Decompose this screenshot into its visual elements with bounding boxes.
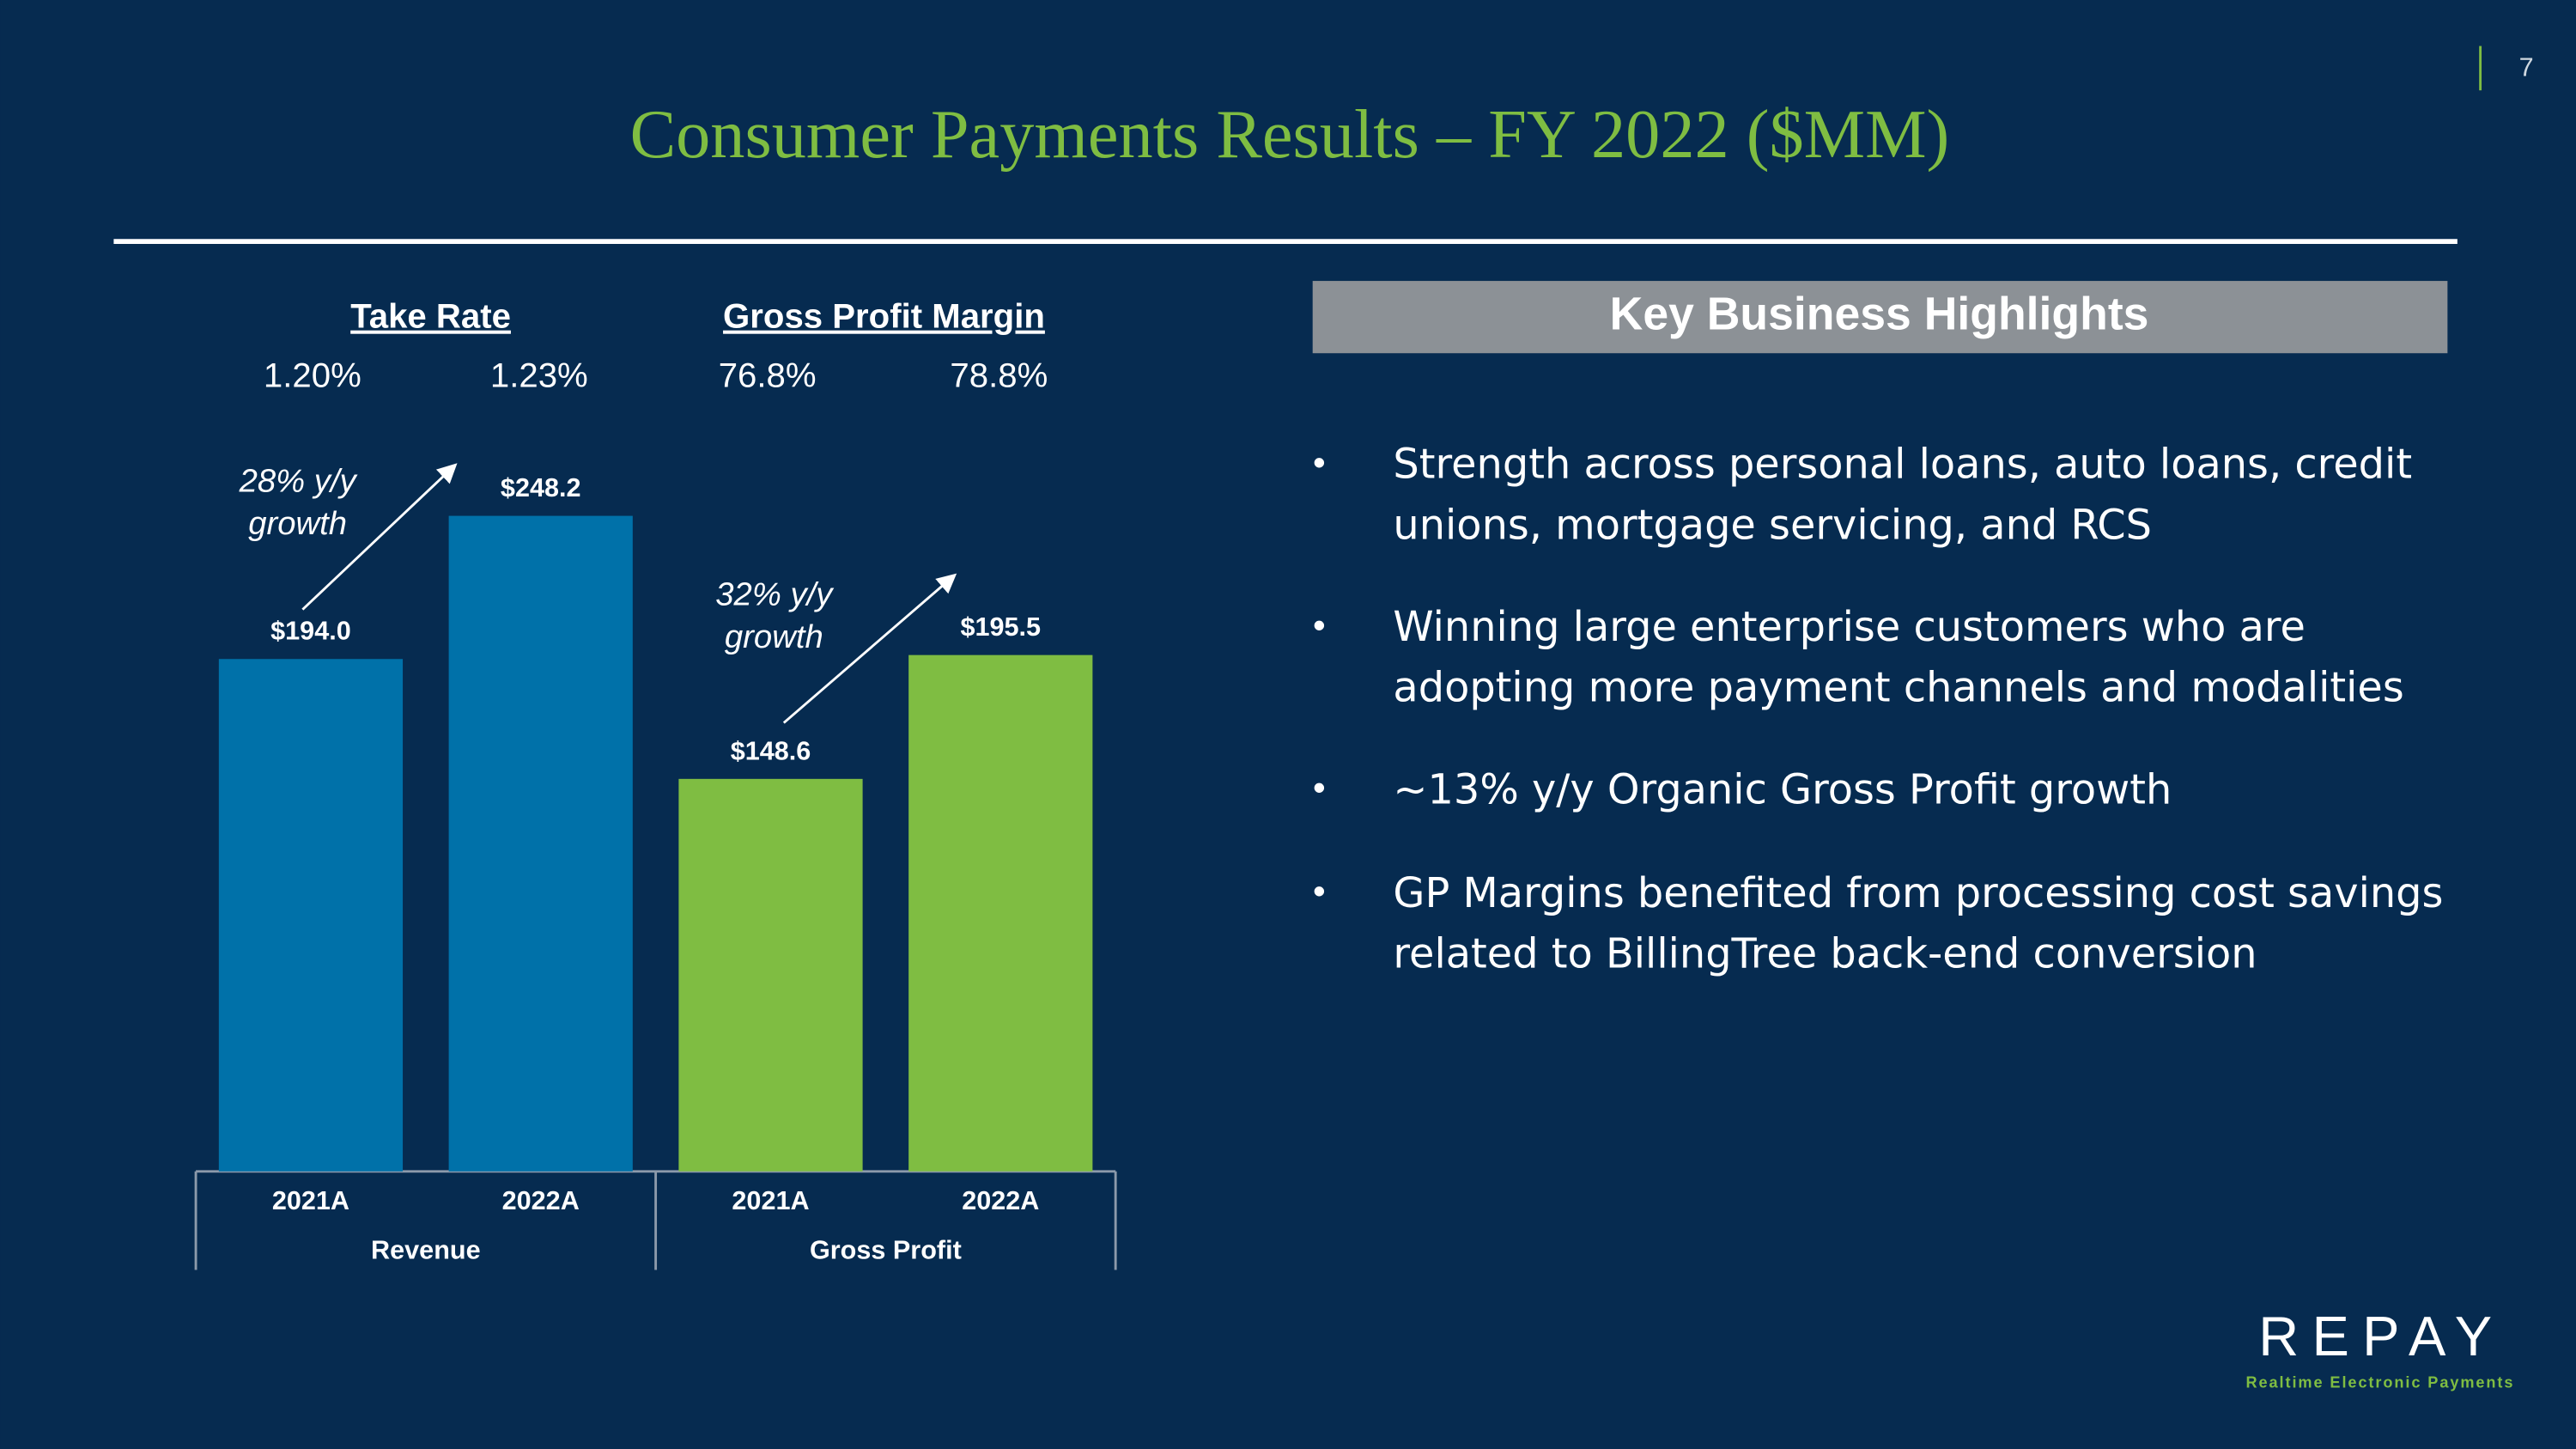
bullet-dot: • — [1313, 605, 1326, 645]
bar — [908, 654, 1093, 1172]
bullet-dot: • — [1313, 871, 1326, 911]
metric-value: 1.20% — [264, 356, 361, 395]
metric-value: 1.23% — [490, 356, 588, 395]
logo-tagline: Realtime Electronic Payments — [2245, 1373, 2514, 1391]
bullet-text: Winning large enterprise customers who a… — [1393, 602, 2404, 712]
growth-arrow — [301, 463, 458, 611]
annotation: growth — [725, 618, 823, 655]
bullet-text: GP Margins benefited from processing cos… — [1393, 868, 2444, 978]
annotation: 28% y/y — [239, 462, 359, 499]
x-tick-label: 2021A — [732, 1186, 809, 1215]
bar — [678, 778, 863, 1172]
logo: REPAY — [2258, 1305, 2505, 1367]
value-label: $194.0 — [270, 617, 351, 646]
annotation: 32% y/y — [715, 575, 835, 612]
value-label: $148.6 — [731, 736, 811, 765]
bullet: Strength across personal loans, auto loa… — [1393, 440, 2413, 549]
value-label: $248.2 — [501, 473, 581, 502]
x-tick-label: 2022A — [502, 1186, 580, 1215]
bullet-text: Strength across personal loans, auto loa… — [1393, 440, 2413, 549]
group-label: Gross Profit — [810, 1236, 962, 1265]
bullet-dot: • — [1313, 767, 1326, 807]
value-label: $195.5 — [960, 612, 1041, 642]
highlights-title: Key Business Highlights — [1610, 289, 2149, 339]
metric-title: Take Rate — [350, 297, 511, 336]
bullet-text: ~13% y/y Organic Gross Profit growth — [1393, 765, 2172, 813]
metric-value: 78.8% — [950, 356, 1048, 395]
bullet: Winning large enterprise customers who a… — [1393, 602, 2404, 712]
bar — [218, 659, 404, 1172]
growth-arrow — [782, 573, 957, 724]
metric-value: 76.8% — [719, 356, 817, 395]
annotation: growth — [248, 505, 347, 542]
bullet: GP Margins benefited from processing cos… — [1393, 868, 2444, 978]
bullet-dot: • — [1313, 441, 1326, 482]
bar — [448, 515, 633, 1172]
metric-title: Gross Profit Margin — [723, 297, 1045, 336]
x-tick-label: 2022A — [962, 1186, 1039, 1215]
highlights-header — [1312, 281, 2448, 354]
title: Consumer Payments Results – FY 2022 ($MM… — [630, 96, 1950, 173]
group-label: Revenue — [371, 1236, 481, 1265]
bullet: ~13% y/y Organic Gross Profit growth — [1393, 765, 2172, 813]
page-number: 7 — [2519, 52, 2534, 82]
x-tick-label: 2021A — [272, 1186, 349, 1215]
